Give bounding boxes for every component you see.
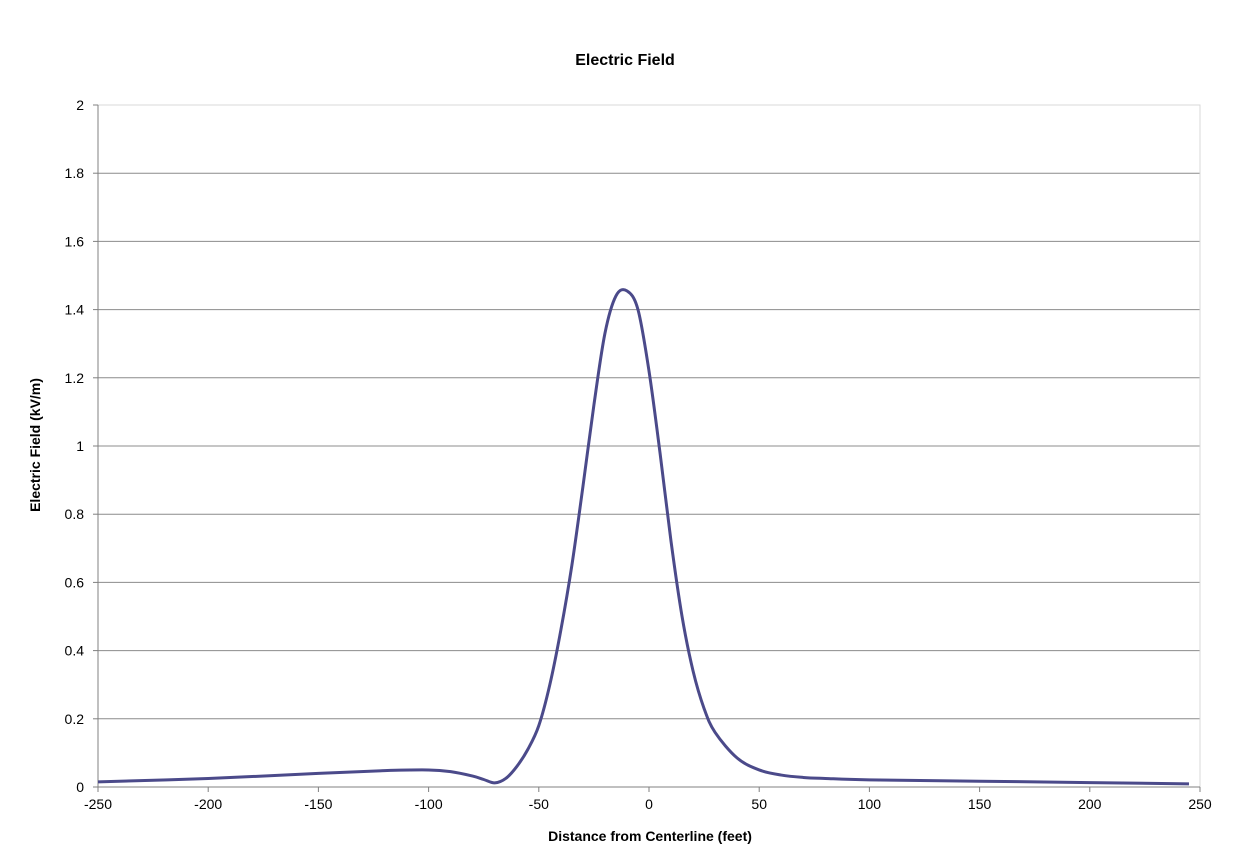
chart-title: Electric Field [575, 52, 675, 69]
x-tick-label: 250 [1188, 796, 1212, 812]
y-tick-label: 1 [76, 438, 84, 454]
x-tick-label: -100 [415, 796, 443, 812]
y-tick-label: 1.8 [65, 165, 85, 181]
x-axis-ticks: -250 -200 -150 -100 -50 0 50 100 150 200 250 [84, 787, 1212, 812]
y-tick-label: 0.4 [65, 643, 85, 659]
y-tick-label: 0 [76, 779, 84, 795]
x-tick-label: 150 [968, 796, 992, 812]
x-axis-label: Distance from Centerline (feet) [548, 828, 752, 844]
x-tick-label: -50 [529, 796, 549, 812]
x-tick-label: 0 [645, 796, 653, 812]
y-tick-label: 0.6 [65, 574, 85, 590]
x-tick-label: -250 [84, 796, 112, 812]
y-tick-label: 1.4 [65, 302, 85, 318]
y-tick-label: 1.2 [65, 370, 85, 386]
y-axis-label: Electric Field (kV/m) [27, 378, 43, 512]
x-tick-label: 50 [751, 796, 767, 812]
y-tick-label: 2 [76, 97, 84, 113]
y-tick-label: 0.8 [65, 506, 85, 522]
y-tick-label: 0.2 [65, 711, 85, 727]
x-tick-label: -150 [304, 796, 332, 812]
x-tick-label: -200 [194, 796, 222, 812]
series-line-electric-field [97, 288, 1190, 786]
x-tick-label: 100 [858, 796, 882, 812]
x-tick-label: 200 [1078, 796, 1102, 812]
y-axis-ticks: 0 0.2 0.4 0.6 0.8 1 1.2 1.4 1.6 1.8 2 [65, 97, 98, 795]
series-layer [97, 288, 1190, 786]
y-tick-label: 1.6 [65, 233, 85, 249]
